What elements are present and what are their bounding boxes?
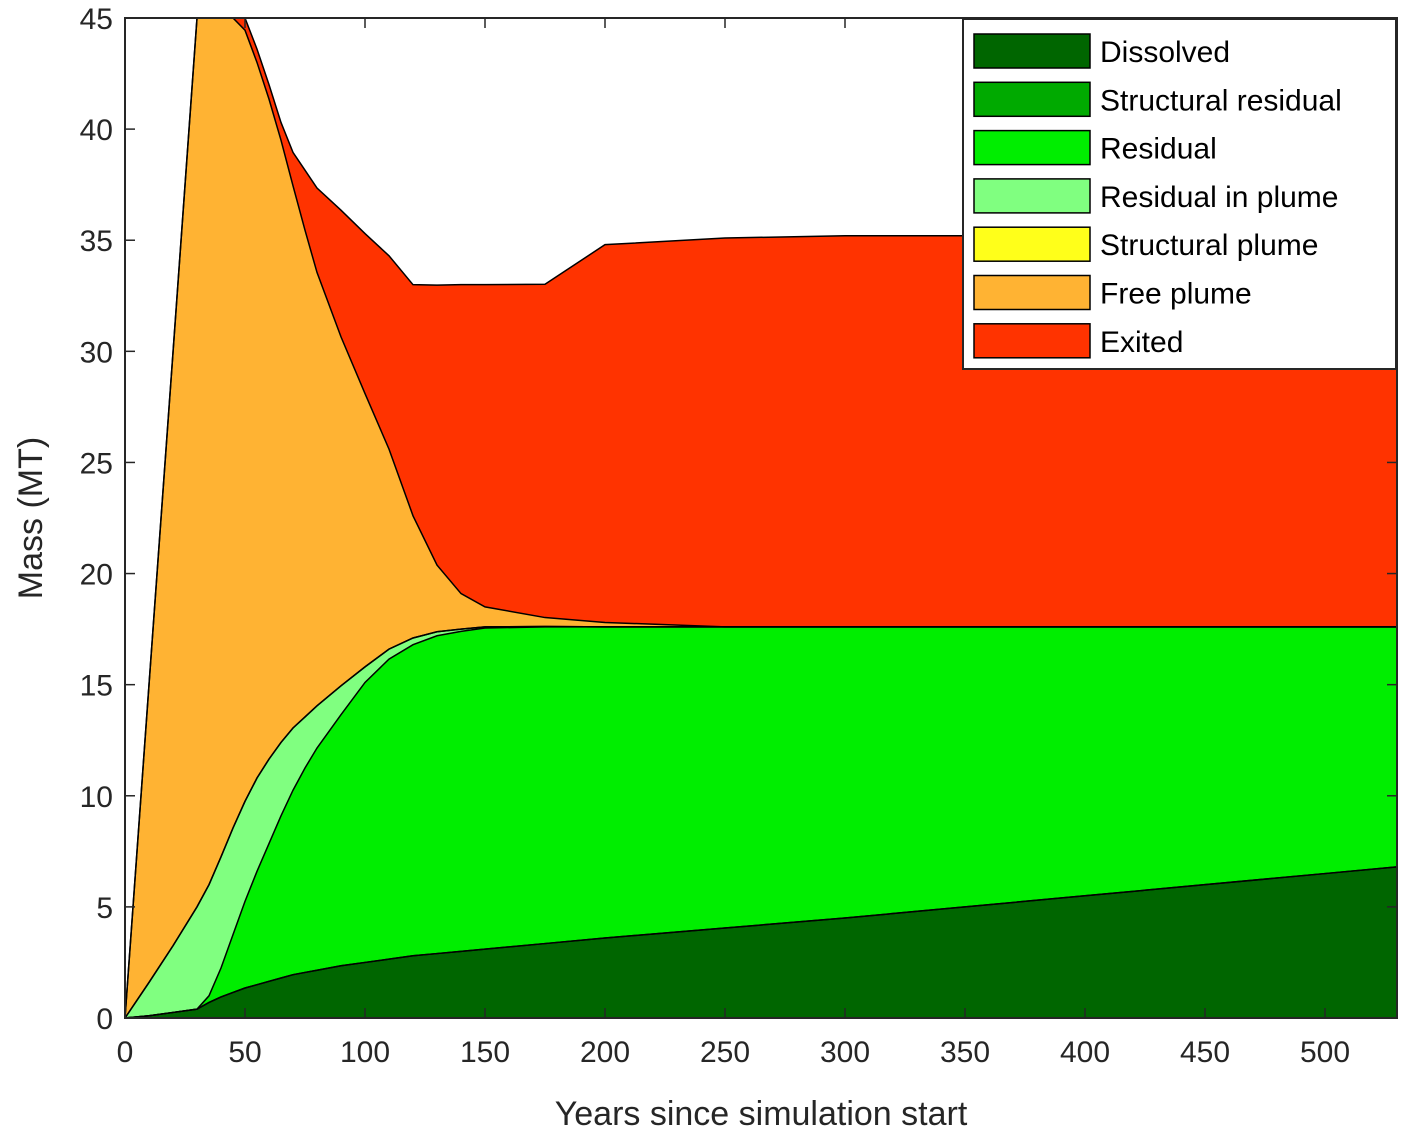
outline-free-plume: [125, 18, 1397, 1018]
x-tick-label: 100: [340, 1036, 390, 1069]
legend-label-structural-plume: Structural plume: [1100, 229, 1318, 262]
legend-swatch-exited: [973, 323, 1091, 359]
x-axis-label: Years since simulation start: [555, 1095, 968, 1133]
y-tick-label: 25: [80, 447, 113, 480]
legend-label-residual: Residual: [1100, 133, 1217, 166]
x-tick-label: 450: [1180, 1036, 1230, 1069]
y-tick-label: 15: [80, 670, 113, 703]
legend-swatch-residual: [973, 129, 1091, 166]
x-tick-label: 50: [228, 1036, 261, 1069]
area-residual: [125, 626, 1397, 1018]
y-tick-label: 30: [80, 336, 113, 369]
y-tick-label: 45: [80, 3, 113, 36]
x-axis-ticks: 0 50 100 150 200 250 300 350 400 450 500: [117, 18, 1350, 1069]
x-tick-label: 500: [1300, 1036, 1350, 1069]
area-dissolved: [125, 866, 1397, 1018]
legend-swatch-structural-residual: [973, 81, 1091, 118]
plot-frame: [124, 17, 1398, 1019]
y-tick-label: 10: [80, 781, 113, 814]
legend-swatch-dissolved: [973, 33, 1091, 69]
x-tick-label: 250: [700, 1036, 750, 1069]
x-tick-label: 150: [460, 1036, 510, 1069]
y-axis-label: Mass (MT): [12, 437, 50, 599]
x-tick-label: 400: [1060, 1036, 1110, 1069]
legend-swatch-residual-in-plume: [973, 178, 1091, 214]
outline-layer: [125, 18, 1397, 1018]
area-free-plume: [125, 18, 1397, 1018]
legend-label-structural-residual: Structural residual: [1100, 84, 1342, 117]
legend-label-free-plume: Free plume: [1100, 278, 1252, 311]
y-tick-label: 0: [96, 1003, 113, 1036]
legend-swatch-structural-plume: [973, 226, 1091, 262]
legend-swatch-free-plume: [973, 274, 1091, 311]
legend-label-dissolved: Dissolved: [1100, 36, 1230, 69]
legend-label-exited: Exited: [1100, 326, 1183, 359]
x-tick-label: 350: [940, 1036, 990, 1069]
y-tick-label: 5: [96, 892, 113, 925]
y-tick-label: 35: [80, 225, 113, 258]
outline-structural-residual: [125, 866, 1397, 1018]
y-axis-ticks: 0 5 10 15 20 25 30 35 40 45: [80, 3, 1397, 1036]
legend: Dissolved Structural residual Residual Resi…: [962, 18, 1397, 370]
y-tick-label: 40: [80, 114, 113, 147]
legend-label-residual-in-plume: Residual in plume: [1100, 181, 1338, 214]
outline-exited: [125, 18, 1397, 1018]
x-tick-label: 300: [820, 1036, 870, 1069]
x-tick-label: 200: [580, 1036, 630, 1069]
y-tick-label: 20: [80, 559, 113, 592]
x-tick-label: 0: [117, 1036, 134, 1069]
